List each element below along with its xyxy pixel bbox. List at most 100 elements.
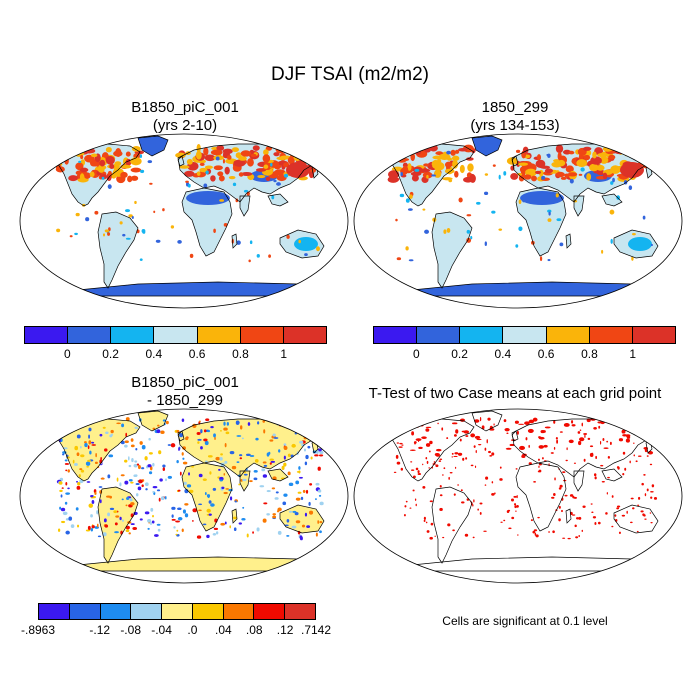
significant-cell	[500, 521, 503, 523]
panel1-title-line1: B1850_piC_001	[131, 99, 239, 116]
diff-cell	[198, 509, 202, 512]
panel2-title-line2: (yrs 134-153)	[470, 117, 560, 134]
colorbar-tick-label: 0.8	[232, 347, 249, 361]
diff-cell	[125, 504, 128, 507]
diff-cell	[318, 494, 322, 497]
tsai-cell	[83, 172, 91, 179]
diff-cell	[183, 481, 187, 486]
diff-cell	[65, 469, 68, 472]
significant-cell	[417, 470, 420, 474]
land-north-america	[58, 419, 140, 481]
significant-cell	[583, 458, 586, 462]
significant-cell	[550, 452, 554, 454]
significant-cell	[509, 443, 515, 447]
significant-cell	[607, 455, 610, 459]
significant-cell	[548, 531, 550, 533]
tsai-cell	[155, 239, 161, 243]
colorbar-bin	[154, 327, 198, 343]
diff-cell	[128, 456, 130, 461]
diff-cell	[272, 515, 277, 519]
tsai-cell	[298, 239, 301, 244]
tsai-cell	[567, 172, 578, 177]
diff-cell	[295, 497, 301, 501]
significant-cell	[556, 439, 559, 444]
diff-cell	[102, 426, 106, 429]
coastline-uk	[177, 430, 185, 442]
diff-cell	[318, 454, 324, 457]
land-south-america	[432, 212, 472, 288]
diff-cell	[206, 430, 211, 433]
diff-cell	[188, 489, 194, 493]
diff-cell	[65, 481, 68, 486]
diff-cell	[130, 502, 135, 506]
diff-cell	[115, 515, 120, 518]
significant-cell	[578, 534, 580, 538]
coastline-north-america	[57, 418, 141, 482]
diff-cell	[135, 482, 140, 486]
tsai-cell	[448, 179, 453, 183]
tsai-cell	[287, 156, 295, 165]
tsai-cell	[483, 191, 489, 195]
significant-cell	[396, 442, 400, 444]
diff-cell	[286, 518, 290, 523]
diff-cell	[133, 474, 138, 477]
significant-cell	[417, 472, 422, 475]
diff-cell	[208, 500, 212, 504]
tsai-cell	[226, 155, 232, 160]
diff-cell	[64, 459, 68, 462]
significant-cell	[409, 507, 412, 509]
diff-cell	[263, 429, 266, 434]
coastline-india	[239, 195, 251, 217]
significant-cell	[488, 450, 491, 454]
diff-cell	[288, 482, 294, 487]
land-australia	[280, 505, 324, 533]
significant-cell	[474, 465, 477, 468]
tsai-cell	[517, 173, 523, 176]
diff-cell	[152, 491, 155, 493]
colorbar-tick-label: 0.2	[451, 347, 468, 361]
significant-cell	[392, 427, 396, 432]
tsai-cell	[446, 227, 451, 233]
diff-cell	[220, 522, 226, 526]
tsai-cell	[522, 199, 526, 203]
diff-cell	[219, 479, 224, 482]
diff-cell	[204, 460, 208, 463]
significant-cell	[513, 495, 517, 498]
significant-cell	[618, 531, 621, 535]
tsai-cell	[276, 182, 281, 186]
significant-cell	[481, 425, 485, 430]
diff-cell	[121, 498, 124, 501]
significant-cell	[584, 434, 586, 438]
significant-cell	[453, 455, 458, 458]
tsai-cell	[271, 195, 275, 200]
significant-cell	[451, 452, 454, 455]
significant-cell	[394, 425, 396, 430]
diff-cell	[97, 535, 102, 538]
diff-cell	[67, 469, 70, 473]
significant-cell	[470, 464, 474, 467]
diff-cell	[131, 458, 134, 463]
tsai-cell	[557, 152, 562, 161]
tsai-cell	[424, 229, 430, 234]
diff-cell	[87, 459, 91, 462]
colorbar-tick-label: .12	[276, 623, 294, 637]
significant-cell	[479, 511, 482, 515]
diff-cell	[249, 480, 253, 483]
diff-cell	[203, 438, 208, 442]
diff-cell	[235, 420, 240, 425]
diff-cell	[272, 513, 277, 516]
significant-cell	[614, 424, 620, 426]
tsai-cell	[170, 225, 175, 229]
diff-cell	[109, 434, 113, 438]
significant-cell	[404, 505, 407, 508]
colorbar-tick-label: 1	[280, 347, 288, 361]
significant-cell	[454, 452, 459, 455]
diff-cell	[182, 446, 186, 450]
diff-cell	[295, 480, 300, 485]
significant-cell	[602, 438, 605, 442]
diff-cell	[156, 489, 161, 492]
diff-cell	[231, 465, 237, 470]
tsai-cell	[162, 208, 165, 212]
map-frame	[19, 408, 349, 584]
diff-cell	[225, 431, 230, 435]
